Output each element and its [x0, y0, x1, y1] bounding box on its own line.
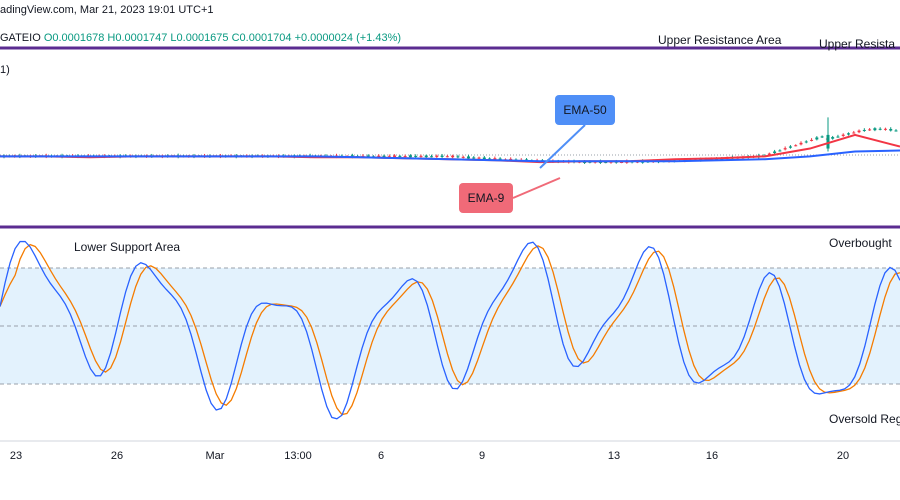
candle-body [788, 146, 792, 148]
candle-body [366, 155, 370, 158]
candle-body [857, 130, 861, 133]
candle-body [403, 156, 407, 158]
candle-body [419, 155, 423, 157]
upper-resistance-label-cut: Upper Resista [819, 37, 896, 51]
candle-body [873, 128, 877, 131]
candle-body [472, 157, 476, 159]
candle-body [831, 137, 835, 139]
candle-body [382, 155, 386, 157]
candle-body [810, 139, 814, 141]
candle-body [414, 156, 418, 158]
oversold-label: Oversold Reg [829, 412, 900, 426]
x-tick-label: 23 [10, 450, 22, 462]
candle-body [799, 142, 803, 145]
candle-body [820, 136, 824, 138]
candle-body [430, 156, 434, 158]
x-tick-label: 13:00 [284, 450, 312, 462]
lower-support-label: Lower Support Area [74, 240, 181, 254]
candle-body [767, 153, 771, 155]
symbol-ohlc-line: GATEIO O0.0001678 H0.0001747 L0.0001675 … [0, 32, 401, 44]
overbought-label: Overbought [829, 236, 892, 250]
candle-body [424, 155, 428, 158]
ohlc-values: O0.0001678 H0.0001747 L0.0001675 C0.0001… [43, 32, 402, 44]
candle-body [408, 155, 412, 158]
stochastic-panel [0, 240, 900, 442]
symbol-label: GATEIO [0, 32, 41, 44]
x-tick-label: Mar [206, 450, 225, 462]
candle-body [794, 145, 798, 147]
candle-body [588, 161, 592, 163]
candle-body [498, 158, 502, 160]
candle-body [493, 158, 497, 160]
upper-resistance-label: Upper Resistance Area [658, 33, 782, 47]
x-tick-label: 9 [479, 450, 485, 462]
chart-source-line: adingView.com, Mar 21, 2023 19:01 UTC+1 [0, 4, 214, 16]
candle-body [841, 134, 845, 136]
candle-body [804, 141, 808, 143]
candle-body [836, 136, 840, 138]
candle-body [466, 156, 470, 159]
ema9-pointer [512, 177, 561, 199]
candle-body [883, 128, 887, 130]
candle-body [456, 156, 460, 158]
candle-body [852, 132, 856, 134]
candle-body [604, 162, 608, 164]
x-tick-label: 20 [837, 450, 849, 462]
ema50-pointer [539, 124, 586, 169]
candle-body [889, 128, 893, 131]
candle-body [783, 148, 787, 150]
x-tick-label: 13 [608, 450, 620, 462]
x-axis: 23 26 Mar 13:00 6 9 13 16 20 [10, 450, 849, 462]
candle-body [894, 130, 898, 132]
ema50-callout: EMA-50 [555, 95, 615, 125]
candle-body [387, 156, 391, 158]
candle-body [477, 157, 481, 159]
candle-body [846, 133, 850, 135]
candle-body [393, 155, 397, 158]
ema9-callout: EMA-9 [459, 183, 513, 213]
indicator-fragment: 1) [0, 64, 10, 76]
candle-body [778, 150, 782, 152]
candle-body [878, 128, 882, 130]
x-tick-label: 6 [378, 450, 384, 462]
candle-body [461, 156, 465, 158]
candle-body [815, 137, 819, 140]
stochastic-d-line [0, 243, 900, 416]
candle-spike-body [826, 134, 830, 149]
candle-body [398, 155, 402, 157]
x-tick-label: 26 [111, 450, 123, 462]
x-tick-label: 16 [706, 450, 718, 462]
candle-body [440, 155, 444, 157]
candle-body [773, 151, 777, 154]
candle-body [451, 155, 455, 158]
candle-body [445, 156, 449, 158]
ema9-line [0, 133, 900, 164]
candle-body [868, 129, 872, 131]
ema50-line [0, 149, 900, 163]
stochastic-k-line [0, 240, 900, 420]
candle-body [620, 162, 624, 164]
candle-body [488, 158, 492, 160]
candle-body [377, 155, 381, 157]
candle-body [482, 157, 486, 160]
candle-body [435, 155, 439, 157]
candle-body [862, 129, 866, 131]
price-panel [0, 46, 900, 229]
